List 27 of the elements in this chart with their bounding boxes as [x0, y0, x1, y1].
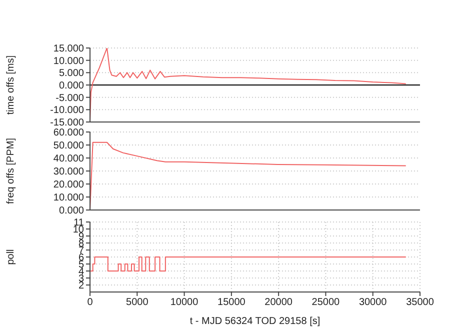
y-axis-title: time offs [ms] [6, 55, 17, 115]
y-tick-label: 10.000 [53, 56, 84, 67]
y-tick-label: 50.000 [53, 140, 84, 152]
y-axis-title: poll [6, 249, 17, 265]
y-tick-label: 60.000 [53, 128, 84, 139]
y-tick-label: 30.000 [53, 166, 84, 178]
x-tick-label: 10000 [170, 297, 199, 308]
y-tick-label: 40.000 [53, 154, 84, 165]
x-tick-label: 15000 [218, 297, 246, 308]
y-tick-label: 2 [78, 280, 84, 292]
x-axis-title: t - MJD 56324 TOD 29158 [s] [190, 316, 320, 327]
y-tick-label: 20.000 [53, 180, 84, 191]
x-tick-label: 20000 [264, 297, 293, 308]
x-tick-label: 30000 [358, 297, 388, 308]
y-axis-title: freq offs [PPM] [6, 138, 17, 204]
y-tick-label: 5.000 [58, 68, 84, 80]
y-tick-label: 15.000 [53, 44, 84, 55]
x-tick-label: 5000 [126, 297, 149, 308]
y-tick-label: 0.000 [58, 206, 84, 217]
y-tick-label: 10.000 [53, 192, 84, 204]
x-tick-label: 25000 [312, 297, 340, 308]
y-tick-label: -10.000 [50, 105, 84, 116]
y-tick-label: 0.000 [58, 80, 84, 92]
x-tick-label: 35000 [406, 297, 434, 308]
y-tick-label: -15.000 [50, 118, 84, 129]
x-tick-label: 0 [87, 297, 94, 308]
y-tick-label: -5.000 [56, 92, 84, 104]
